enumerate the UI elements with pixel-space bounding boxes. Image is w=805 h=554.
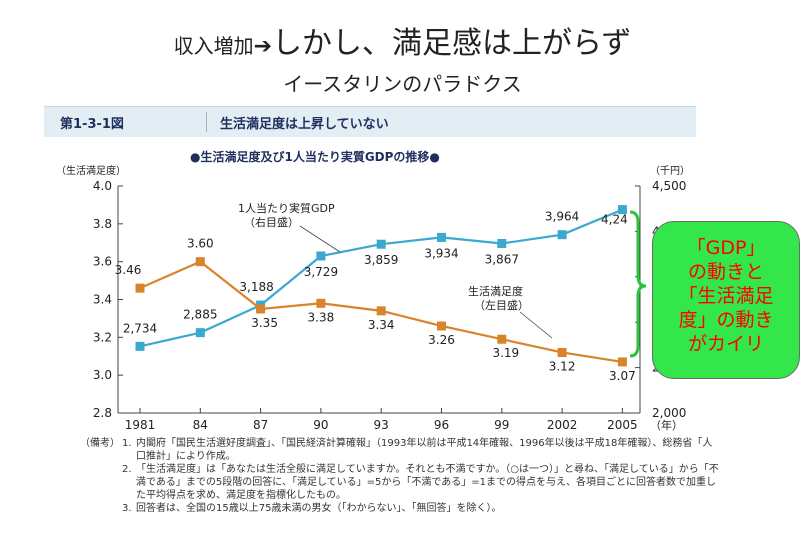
satisfaction-data-label: 3.34	[368, 318, 395, 332]
gdp-data-label: 3,859	[364, 253, 398, 267]
x-tick-label: 2005	[607, 418, 638, 432]
satisfaction-leader-line	[519, 311, 553, 339]
satisfaction-data-label: 3.12	[549, 359, 576, 373]
figure-header: 第1-3-1図 生活満足度は上昇していない	[44, 106, 696, 137]
callout-line: 「GDP」	[686, 237, 766, 259]
satisfaction-data-label: 3.19	[492, 346, 519, 360]
gdp-data-label: 3,867	[485, 252, 519, 266]
left-tick-label: 4.0	[93, 179, 112, 193]
x-tick-label: 2002	[547, 418, 578, 432]
satisfaction-point	[316, 298, 326, 308]
callout-line: の動きと	[687, 261, 764, 283]
satisfaction-data-label: 3.46	[115, 263, 142, 277]
callout-line: 度」の動き	[678, 309, 774, 331]
x-tick-label: 90	[313, 418, 328, 432]
gdp-point	[316, 251, 326, 261]
gdp-point	[437, 232, 446, 242]
satisfaction-data-label: 3.35	[251, 316, 278, 330]
note-number: 1.	[122, 438, 132, 449]
gdp-data-label: 3,188	[239, 280, 273, 294]
gdp-data-label: 3,729	[304, 265, 338, 279]
right-arrow-icon: ➔	[253, 34, 273, 59]
satisfaction-point	[497, 334, 507, 344]
callout-line: 「生活満足	[678, 285, 774, 307]
figure-header-divider	[206, 112, 207, 132]
gdp-point	[195, 328, 205, 338]
left-tick-label: 3.2	[93, 330, 112, 344]
title-main: しかし、満足感は上がらず	[272, 26, 632, 61]
satisfaction-point	[617, 357, 627, 367]
satisfaction-point	[256, 304, 266, 314]
callout-line: がカイリ	[687, 333, 764, 355]
note-row-2: 2. 「生活満足度」は「あなたは生活全般に満足していますか。それとも不満ですか。…	[80, 463, 720, 502]
satisfaction-point	[195, 257, 205, 267]
x-tick-label: 87	[253, 418, 268, 432]
left-tick-label: 3.8	[93, 217, 112, 231]
gdp-point	[497, 238, 507, 248]
divergence-bracket	[629, 210, 647, 358]
chart-title: ●生活満足度及び1人当たり実質GDPの推移●	[190, 150, 440, 164]
satisfaction-data-label: 3.38	[308, 310, 335, 324]
gdp-data-label: 2,885	[183, 308, 217, 322]
satisfaction-point	[135, 283, 145, 293]
satisfaction-data-label: 3.26	[428, 333, 455, 347]
satisfaction-series-name: 生活満足度	[468, 284, 523, 298]
satisfaction-point	[437, 321, 446, 331]
left-axis-title: （生活満足度）	[56, 164, 126, 177]
callout-box: 「GDP」 の動きと 「生活満足 度」の動き がカイリ	[652, 221, 800, 379]
gdp-series-name: 1人当たり実質GDP	[238, 201, 335, 215]
gdp-data-label: 3,964	[545, 210, 579, 224]
x-tick-label: 84	[193, 418, 208, 432]
left-tick-label: 2.8	[93, 406, 112, 420]
gdp-point	[617, 205, 627, 215]
right-tick-label: 2,000	[652, 406, 686, 420]
figure-number: 第1-3-1図	[60, 117, 124, 132]
x-tick-label: 96	[434, 418, 449, 432]
right-axis-title: （千円）	[650, 165, 690, 177]
note-row-3: 3. 回答者は、全国の15歳以上75歳未満の男女（「わからない」、「無回答」を除…	[80, 502, 720, 515]
satisfaction-data-label: 3.60	[187, 237, 214, 251]
satisfaction-series-axis-note: （左目盛）	[474, 298, 529, 312]
note-number: 3.	[122, 503, 132, 514]
satisfaction-point	[557, 347, 567, 357]
callout-text: 「GDP」 の動きと 「生活満足 度」の動き がカイリ	[653, 222, 799, 356]
gdp-data-label: 3,934	[424, 246, 458, 260]
note-text: 回答者は、全国の15歳以上75歳未満の男女（「わからない」、「無回答」を除く）。	[136, 503, 502, 514]
left-tick-label: 3.6	[93, 255, 112, 269]
right-tick-label: 4,500	[652, 179, 686, 193]
gdp-point	[135, 341, 145, 351]
gdp-series-axis-note: （右目盛）	[244, 215, 299, 229]
notes-label: （備考）	[80, 438, 120, 449]
slide-subtitle: イースタリンのパラドクス	[283, 72, 522, 96]
gdp-point	[376, 239, 386, 249]
left-tick-label: 3.4	[93, 293, 112, 307]
slide-title: 収入増加➔しかし、満足感は上がらず	[0, 18, 805, 62]
note-number: 2.	[122, 464, 132, 475]
title-income-increase: 収入増加	[173, 34, 254, 58]
x-unit-label: （年）	[650, 418, 683, 432]
gdp-leader-line	[299, 225, 341, 253]
left-tick-label: 3.0	[93, 368, 112, 382]
note-row-1: （備考） 1. 内閣府「国民生活選好度調査」、「国民経済計算確報」（1993年以…	[80, 437, 720, 463]
satisfaction-data-label: 3.07	[609, 369, 636, 383]
x-tick-label: 99	[494, 418, 509, 432]
gdp-data-label: 4,24	[601, 213, 628, 227]
x-tick-label: 1981	[125, 418, 156, 432]
note-text: 内閣府「国民生活選好度調査」、「国民経済計算確報」（1993年以前は平成14年確…	[136, 438, 713, 462]
notes: （備考） 1. 内閣府「国民生活選好度調査」、「国民経済計算確報」（1993年以…	[80, 437, 720, 515]
figure-title: 生活満足度は上昇していない	[220, 117, 389, 132]
gdp-data-label: 2,734	[123, 321, 157, 335]
satisfaction-point	[376, 306, 386, 316]
note-text: 「生活満足度」は「あなたは生活全般に満足していますか。それとも不満ですか。（○は…	[136, 464, 719, 501]
x-tick-label: 93	[374, 418, 389, 432]
gdp-point	[557, 230, 567, 240]
